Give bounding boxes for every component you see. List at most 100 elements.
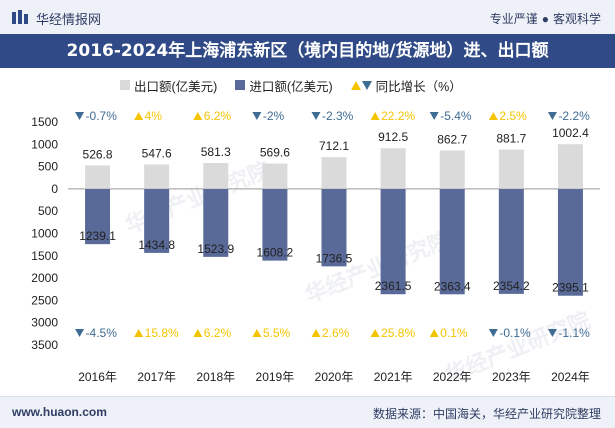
legend-import: 进口额(亿美元) <box>235 76 333 95</box>
import-swatch-icon <box>235 80 246 90</box>
export-growth-label: 22.2% <box>381 109 415 123</box>
import-growth-label: -1.1% <box>558 326 590 340</box>
legend: 出口额(亿美元) 进口额(亿美元) 同比增长（%） <box>120 76 480 94</box>
import-growth-up-icon <box>429 329 439 337</box>
export-value-label: 569.6 <box>260 145 290 159</box>
x-tick-label: 2019年 <box>256 370 295 384</box>
huajing-logo-icon <box>12 10 28 24</box>
export-bar <box>203 162 229 189</box>
export-growth-up-icon <box>134 112 144 120</box>
import-growth-label: -4.5% <box>86 326 118 340</box>
slogan-tag-1: 专业严谨 <box>489 12 538 26</box>
export-value-label: 581.3 <box>201 145 231 159</box>
import-value-label: 1736.5 <box>316 251 353 265</box>
import-value-label: 1523.9 <box>197 242 234 256</box>
import-bar <box>498 188 524 294</box>
y-tick-label: 500 <box>38 204 58 218</box>
x-tick-label: 2017年 <box>137 370 176 384</box>
import-growth-up-icon <box>370 329 380 337</box>
y-tick-label: 2000 <box>31 271 58 285</box>
down-triangle-icon <box>361 80 372 90</box>
x-tick-label: 2021年 <box>374 370 413 384</box>
export-bar <box>85 165 111 189</box>
export-growth-label: -2.2% <box>558 109 590 123</box>
import-value-label: 1608.2 <box>257 246 294 260</box>
export-growth-down-icon <box>252 112 262 120</box>
export-value-label: 526.8 <box>83 147 113 161</box>
y-tick-label: 500 <box>38 160 58 174</box>
y-tick-label: 1500 <box>31 249 58 263</box>
export-growth-down-icon <box>75 112 85 120</box>
import-bar <box>144 188 170 253</box>
footer: www.huaon.com 数据来源：中国海关，华经产业研究院整理 <box>0 396 615 428</box>
up-triangle-icon <box>350 80 361 90</box>
export-value-label: 712.1 <box>319 139 349 153</box>
import-bar <box>380 188 406 295</box>
export-growth-up-icon <box>193 112 203 120</box>
export-growth-down-icon <box>547 112 557 120</box>
x-tick-label: 2016年 <box>78 370 117 384</box>
export-growth-label: -5.4% <box>440 109 472 123</box>
import-growth-label: 6.2% <box>204 326 232 340</box>
site-url[interactable]: www.huaon.com <box>12 405 107 419</box>
import-value-label: 1434.8 <box>138 238 175 252</box>
export-bar <box>498 149 524 189</box>
import-growth-down-icon <box>488 329 498 337</box>
export-growth-up-icon <box>370 112 380 120</box>
export-bar <box>144 164 170 189</box>
y-tick-label: 0 <box>51 182 58 196</box>
legend-growth: 同比增长（%） <box>350 76 462 95</box>
import-value-label: 2354.2 <box>493 279 530 293</box>
export-growth-label: 2.5% <box>499 109 527 123</box>
slogan: 专业严谨 ● 客观科学 <box>490 10 601 27</box>
import-value-label: 2363.4 <box>434 279 471 293</box>
export-value-label: 1002.4 <box>552 126 589 140</box>
export-bar <box>439 150 465 189</box>
legend-export: 出口额(亿美元) <box>120 76 217 95</box>
import-bar <box>321 188 347 267</box>
data-source: 数据来源：中国海关，华经产业研究院整理 <box>372 407 601 421</box>
y-tick-label: 2500 <box>31 293 58 307</box>
export-growth-label: -0.7% <box>86 109 118 123</box>
y-tick-label: 1000 <box>31 227 58 241</box>
x-tick-label: 2020年 <box>315 370 354 384</box>
import-bar <box>85 188 111 245</box>
import-growth-label: 25.8% <box>381 326 415 340</box>
export-bar <box>321 157 347 189</box>
import-growth-label: 5.5% <box>263 326 291 340</box>
export-growth-down-icon <box>311 112 321 120</box>
x-tick-label: 2022年 <box>433 370 472 384</box>
import-growth-label: 15.8% <box>145 326 179 340</box>
export-swatch-icon <box>120 80 130 90</box>
import-bar <box>203 188 229 257</box>
export-value-label: 881.7 <box>496 132 526 146</box>
y-tick-label: 3000 <box>31 316 58 330</box>
import-growth-down-icon <box>547 329 557 337</box>
export-growth-down-icon <box>429 112 439 120</box>
export-bar <box>262 163 288 189</box>
export-bar <box>380 148 406 189</box>
export-growth-label: 4% <box>145 109 163 123</box>
legend-import-label: 进口额(亿美元) <box>249 79 333 94</box>
y-tick-label: 1000 <box>31 137 58 151</box>
import-growth-up-icon <box>134 329 144 337</box>
import-bar <box>439 188 465 295</box>
import-bar <box>557 188 583 296</box>
export-value-label: 912.5 <box>378 130 408 144</box>
legend-export-label: 出口额(亿美元) <box>134 79 218 94</box>
x-tick-label: 2023年 <box>492 370 531 384</box>
export-growth-label: -2.3% <box>322 109 354 123</box>
x-tick-label: 2018年 <box>196 370 235 384</box>
import-value-label: 2395.1 <box>552 281 589 295</box>
import-value-label: 1239.1 <box>79 229 116 243</box>
export-growth-up-icon <box>488 112 498 120</box>
bullet-icon: ● <box>541 12 549 26</box>
chart-title: 2016-2024年上海浦东新区（境内目的地/货源地）进、出口额 <box>0 34 615 68</box>
import-growth-label: 0.1% <box>440 326 468 340</box>
export-growth-label: -2% <box>263 109 285 123</box>
import-bar <box>262 188 288 261</box>
y-tick-label: 3500 <box>31 338 58 352</box>
import-growth-up-icon <box>252 329 262 337</box>
x-tick-label: 2024年 <box>551 370 590 384</box>
